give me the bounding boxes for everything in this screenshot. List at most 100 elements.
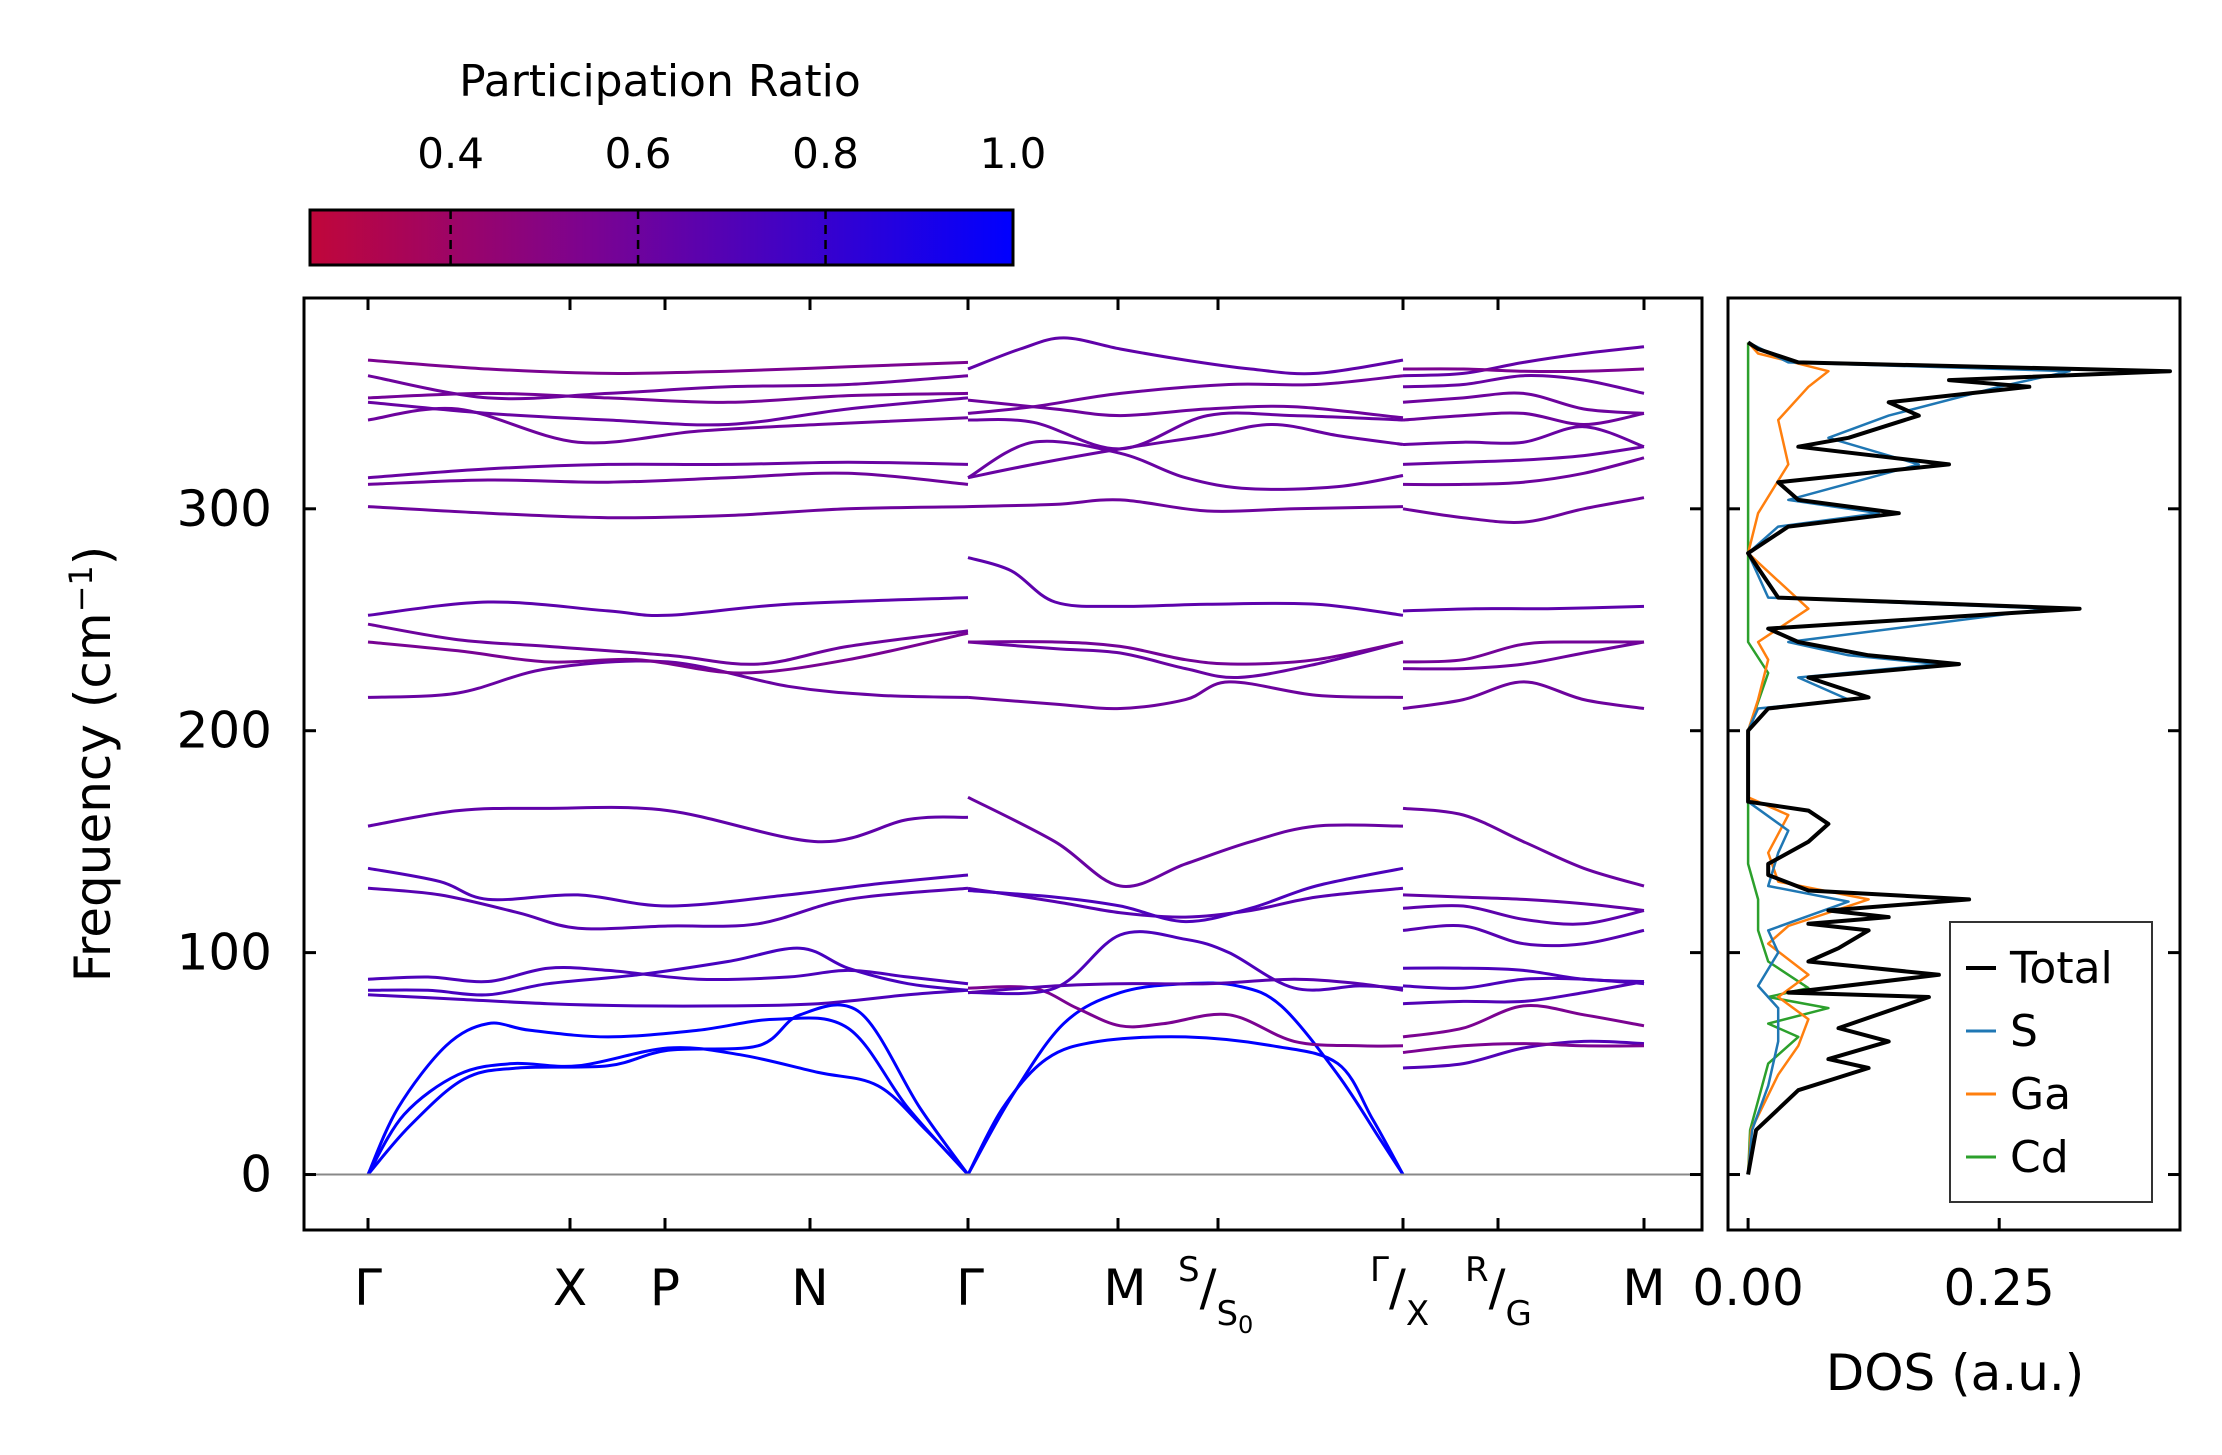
- y-tick-label: 100: [177, 924, 272, 982]
- phonon-band: [367, 406, 969, 445]
- legend: Total S Ga Cd: [1949, 921, 2153, 1203]
- kpoint-n: N: [791, 1259, 828, 1317]
- kpoint-s0-base: S: [1216, 1294, 1238, 1334]
- colorbar-tick-label: 0.4: [417, 129, 484, 178]
- kpoint-m-1: M: [1103, 1259, 1146, 1317]
- phonon-band: [967, 556, 1404, 617]
- phonon-band: [367, 988, 969, 1008]
- phonon-band: [967, 795, 1404, 888]
- phonon-band: [967, 640, 1404, 666]
- phonon-band: [367, 965, 969, 986]
- colorbar-tick-label: 0.6: [605, 129, 672, 178]
- phonon-band: [1402, 391, 1645, 415]
- phonon-band: [366, 1003, 970, 1176]
- phonon-band: [966, 981, 1405, 1176]
- band-lines: [366, 336, 1645, 1176]
- colorbar-title: Participation Ratio: [459, 56, 861, 107]
- phonon-band: [967, 866, 1404, 924]
- band-axes: 0 100 200 300: [177, 298, 1702, 1230]
- kpoint-gamma-sup: Γ: [1370, 1250, 1389, 1290]
- phonon-band: [1402, 411, 1645, 427]
- phonon-band: [1402, 893, 1645, 912]
- phonon-band: [367, 805, 969, 844]
- kpoint-labels: Γ X P N Γ M S/S0 Γ/X R/G M: [354, 1250, 1666, 1339]
- legend-items: Total S Ga Cd: [1966, 943, 2113, 1183]
- dos-curve-s: [1746, 341, 2071, 1175]
- legend-label: Cd: [2010, 1132, 2069, 1183]
- phonon-band: [1402, 345, 1645, 378]
- colorbar-tick-label: 1.0: [980, 129, 1047, 178]
- kpoint-s-sup: S: [1178, 1250, 1200, 1290]
- phonon-band: [367, 622, 969, 666]
- y-axis-label-text: Frequency (cm: [64, 612, 122, 982]
- y-tick-label: 300: [177, 480, 272, 538]
- phonon-band: [967, 640, 1404, 680]
- phonon-band: [367, 659, 969, 699]
- dos-x-axis-label: DOS (a.u.): [1826, 1344, 2085, 1402]
- phonon-band: [967, 498, 1404, 513]
- dos-curve-total: [1746, 340, 2172, 1175]
- y-axis-label-sup: −1: [62, 565, 100, 612]
- kpoint-g-2: G: [1505, 1294, 1531, 1334]
- phonon-band: [1402, 1042, 1645, 1054]
- phonon-band: [1402, 966, 1645, 983]
- kpoint-gamma-x: Γ/X: [1370, 1250, 1429, 1334]
- phonon-band: [1402, 680, 1645, 710]
- phonon-band: [367, 946, 969, 997]
- kpoint-x: X: [553, 1259, 587, 1317]
- phonon-band: [967, 374, 1404, 415]
- kpoint-gamma-1: Γ: [354, 1259, 382, 1317]
- phonon-band: [367, 471, 969, 486]
- phonon-band: [366, 1046, 970, 1176]
- kpoint-p: P: [650, 1259, 680, 1317]
- phonon-band: [967, 977, 1404, 995]
- kpoint-r-g: R/G: [1465, 1250, 1532, 1334]
- y-tick-label: 0: [240, 1146, 272, 1204]
- dos-curve-ga: [1746, 341, 1870, 1175]
- phonon-band: [367, 396, 969, 427]
- phonon-band: [367, 866, 969, 908]
- phonon-band: [367, 596, 969, 618]
- kpoint-gamma-slash: /: [1389, 1259, 1406, 1317]
- dos-frame: [1726, 296, 2182, 1232]
- kpoint-s-s0: S/S0: [1178, 1250, 1253, 1339]
- phonon-band: [366, 1016, 970, 1176]
- kpoint-r-slash: /: [1489, 1259, 1506, 1317]
- phonon-band: [1402, 456, 1645, 487]
- phonon-band: [967, 886, 1404, 919]
- phonon-band: [1402, 496, 1645, 524]
- legend-label: Ga: [2010, 1069, 2071, 1120]
- phonon-band: [1402, 924, 1645, 948]
- phonon-band: [967, 336, 1404, 376]
- phonon-band: [1402, 367, 1645, 373]
- kpoint-s-slash: /: [1200, 1259, 1217, 1317]
- phonon-band: [967, 930, 1404, 996]
- phonon-band: [1402, 1004, 1645, 1039]
- kpoint-s0-sub: 0: [1238, 1311, 1253, 1339]
- band-frame: [302, 296, 1704, 1232]
- y-axis-label: Frequency (cm−1): [62, 546, 122, 983]
- kpoint-x-2: X: [1406, 1294, 1429, 1334]
- phonon-band: [1402, 904, 1645, 926]
- phonon-band: [967, 411, 1404, 451]
- phonon-band: [966, 1035, 1405, 1176]
- phonon-band: [967, 422, 1404, 480]
- phonon-band: [1402, 806, 1645, 888]
- phonon-band: [967, 439, 1404, 491]
- colorbar: Participation Ratio 0.4 0.6 0.8 1.0: [308, 56, 1046, 267]
- phonon-band: [1402, 980, 1645, 1006]
- phonon-band: [1402, 604, 1645, 613]
- dos-x-tick-label: 0.25: [1944, 1259, 2055, 1317]
- legend-label: S: [2010, 1006, 2038, 1057]
- svg-text:Frequency (cm−1): Frequency (cm−1): [62, 546, 122, 983]
- dos-x-tick-label: 0.00: [1692, 1259, 1803, 1317]
- y-axis-label-close: ): [64, 546, 122, 566]
- colorbar-gradient: [308, 208, 1015, 267]
- colorbar-ticks: 0.4 0.6 0.8 1.0: [417, 129, 1046, 265]
- dos-axes: 0.00 0.25: [1692, 507, 2180, 1317]
- legend-label: Total: [2009, 943, 2113, 994]
- phonon-band: [1402, 640, 1645, 671]
- band-structure-panel: 0 100 200 300 Frequency (cm−1) Γ X P N Γ M …: [62, 296, 1704, 1339]
- phonon-band: [1402, 425, 1645, 449]
